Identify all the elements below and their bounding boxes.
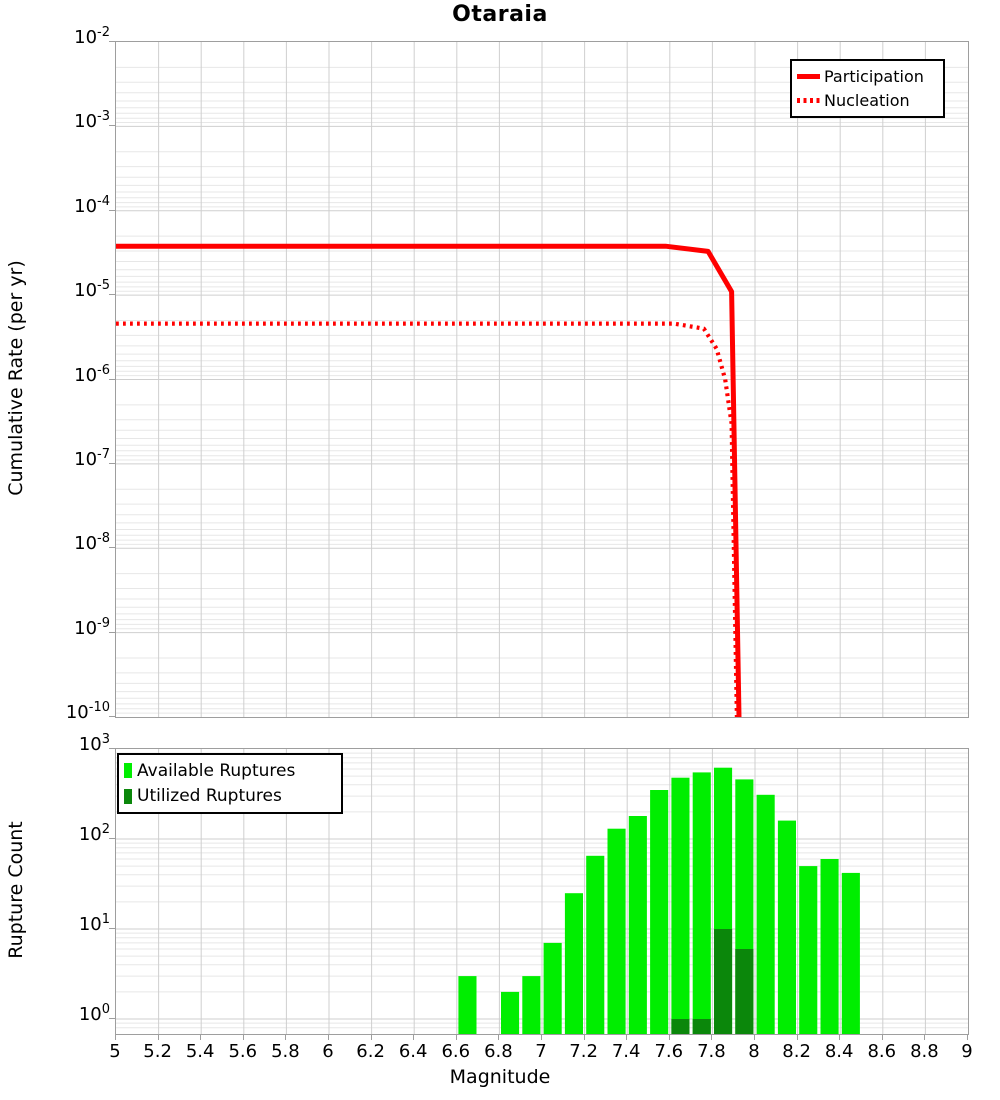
axis-tick — [109, 209, 115, 211]
top-y-tick: 10-8 — [74, 531, 110, 555]
x-tick: 8.6 — [867, 1041, 897, 1062]
x-tick: 5.4 — [185, 1041, 215, 1062]
axis-tick — [626, 1034, 628, 1040]
axis-tick — [109, 547, 115, 549]
top-y-tick: 10-6 — [74, 362, 110, 386]
available-legend-label: Available Ruptures — [137, 760, 296, 781]
axis-tick — [924, 1034, 926, 1040]
x-tick: 9 — [961, 1041, 973, 1062]
axis-tick — [109, 631, 115, 633]
utilized-ruptures-swatch — [124, 788, 132, 804]
rate-legend: Participation Nucleation — [790, 59, 945, 118]
axis-tick — [109, 294, 115, 296]
axis-tick — [711, 1034, 713, 1040]
axis-tick — [157, 1034, 159, 1040]
x-tick: 6.4 — [398, 1041, 428, 1062]
axis-tick — [242, 1034, 244, 1040]
cumulative-rate-plot — [115, 41, 969, 718]
axis-tick — [413, 1034, 415, 1040]
axis-tick — [200, 1034, 202, 1040]
axis-tick — [109, 748, 115, 749]
bottom-y-tick: 100 — [78, 1002, 110, 1025]
nucleation-line — [116, 321, 739, 717]
x-tick: 8.2 — [782, 1041, 811, 1062]
axis-tick — [455, 1034, 457, 1040]
top-y-tick: 10-7 — [74, 446, 110, 470]
top-y-tick: 10-2 — [74, 25, 110, 48]
x-tick: 6 — [322, 1041, 334, 1062]
utilized-bars — [671, 929, 754, 1034]
axis-tick — [109, 41, 115, 42]
nucleation-line-swatch — [797, 98, 820, 104]
legend-row-participation: Participation — [797, 67, 937, 86]
axis-tick — [115, 1034, 116, 1040]
axis-tick — [498, 1034, 500, 1040]
axis-tick — [754, 1034, 755, 1040]
axis-tick — [109, 928, 115, 929]
top-y-tick: 10-9 — [74, 615, 110, 639]
x-tick: 8.8 — [910, 1041, 939, 1062]
x-tick: 6.6 — [441, 1041, 471, 1062]
participation-legend-label: Participation — [824, 66, 924, 86]
x-tick: 5.8 — [271, 1041, 300, 1062]
bottom-y-tick: 102 — [78, 822, 110, 845]
utilized-legend-label: Utilized Ruptures — [137, 786, 282, 807]
top-y-tick: 10-3 — [74, 109, 110, 133]
rupture-legend: Available Ruptures Utilized Ruptures — [117, 753, 343, 814]
participation-line-swatch — [797, 73, 820, 79]
axis-tick — [109, 378, 115, 380]
x-axis-label: Magnitude — [449, 1066, 551, 1088]
x-tick: 6.8 — [484, 1041, 513, 1062]
x-tick: 8.4 — [824, 1041, 854, 1062]
top-y-tick: 10-10 — [65, 700, 110, 723]
x-tick: 6.2 — [356, 1041, 385, 1062]
top-y-tick: 10-4 — [74, 193, 110, 217]
axis-tick — [285, 1034, 287, 1040]
axis-tick — [541, 1034, 542, 1040]
axis-tick — [109, 462, 115, 464]
axis-tick — [109, 125, 115, 127]
participation-line — [116, 243, 742, 717]
nucleation-legend-label: Nucleation — [824, 91, 910, 111]
axis-tick — [328, 1034, 329, 1040]
top-plot-svg — [116, 42, 968, 717]
legend-row-utilized: Utilized Ruptures — [124, 786, 335, 806]
x-tick: 7.4 — [611, 1041, 641, 1062]
x-tick: 7.8 — [697, 1041, 726, 1062]
x-tick: 7 — [535, 1041, 547, 1062]
x-tick: 5.2 — [143, 1041, 172, 1062]
axis-tick — [796, 1034, 798, 1040]
axis-tick — [583, 1034, 585, 1040]
axis-tick — [370, 1034, 372, 1040]
x-tick: 5 — [109, 1041, 121, 1062]
available-ruptures-swatch — [124, 763, 132, 779]
bottom-y-tick: 103 — [78, 732, 110, 755]
axis-tick — [109, 716, 115, 717]
top-y-tick: 10-5 — [74, 278, 110, 302]
x-tick: 8 — [748, 1041, 760, 1062]
bottom-y-tick: 101 — [78, 912, 110, 935]
available-bars — [458, 767, 860, 1034]
x-tick: 7.6 — [654, 1041, 684, 1062]
axis-tick — [109, 1018, 115, 1019]
axis-tick — [109, 838, 115, 839]
axis-tick — [967, 1034, 968, 1040]
axis-tick — [668, 1034, 670, 1040]
x-tick: 5.6 — [228, 1041, 258, 1062]
bottom-plot-svg — [116, 749, 968, 1034]
axis-tick — [839, 1034, 841, 1040]
legend-row-nucleation: Nucleation — [797, 91, 937, 110]
legend-row-available: Available Ruptures — [124, 761, 335, 781]
axis-tick — [881, 1034, 883, 1040]
x-tick: 7.2 — [569, 1041, 598, 1062]
chart-title: Otaraia — [452, 2, 548, 27]
